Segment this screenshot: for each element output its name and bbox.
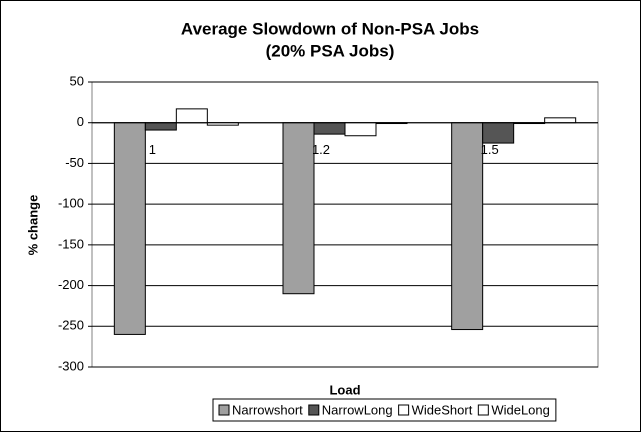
x-tick-label: 1.2	[312, 142, 330, 157]
bar	[113, 122, 146, 335]
bar	[451, 122, 484, 331]
x-tick-label: 1	[149, 142, 156, 157]
chart-title: Average Slowdown of Non-PSA Jobs	[181, 19, 479, 38]
y-tick-label: -300	[58, 358, 84, 373]
legend-swatch	[308, 404, 320, 416]
y-tick-label: 50	[70, 73, 84, 88]
bar	[175, 108, 208, 124]
y-tick-label: -50	[65, 155, 84, 170]
legend-swatch	[218, 404, 230, 416]
bar	[282, 122, 315, 295]
y-tick-label: -100	[58, 196, 84, 211]
y-tick-label: -250	[58, 318, 84, 333]
legend-label: WideLong	[491, 402, 550, 417]
chart-subtitle: (20% PSA Jobs)	[266, 41, 395, 60]
legend-swatch	[477, 404, 489, 416]
y-tick-label: -150	[58, 236, 84, 251]
legend-swatch	[398, 404, 410, 416]
legend	[212, 398, 557, 422]
x-tick-label: 1.5	[481, 142, 499, 157]
x-axis-title: Load	[329, 382, 360, 397]
bar	[482, 122, 515, 144]
legend-label: NarrowLong	[322, 402, 393, 417]
legend-label: Narrowshort	[232, 402, 303, 417]
bar	[144, 122, 177, 131]
y-axis-title: % change	[25, 195, 40, 256]
y-tick-label: 0	[77, 114, 84, 129]
bar	[344, 122, 377, 137]
y-tick-label: -200	[58, 277, 84, 292]
legend-label: WideShort	[412, 402, 473, 417]
bar	[544, 117, 577, 124]
bar	[313, 122, 346, 135]
